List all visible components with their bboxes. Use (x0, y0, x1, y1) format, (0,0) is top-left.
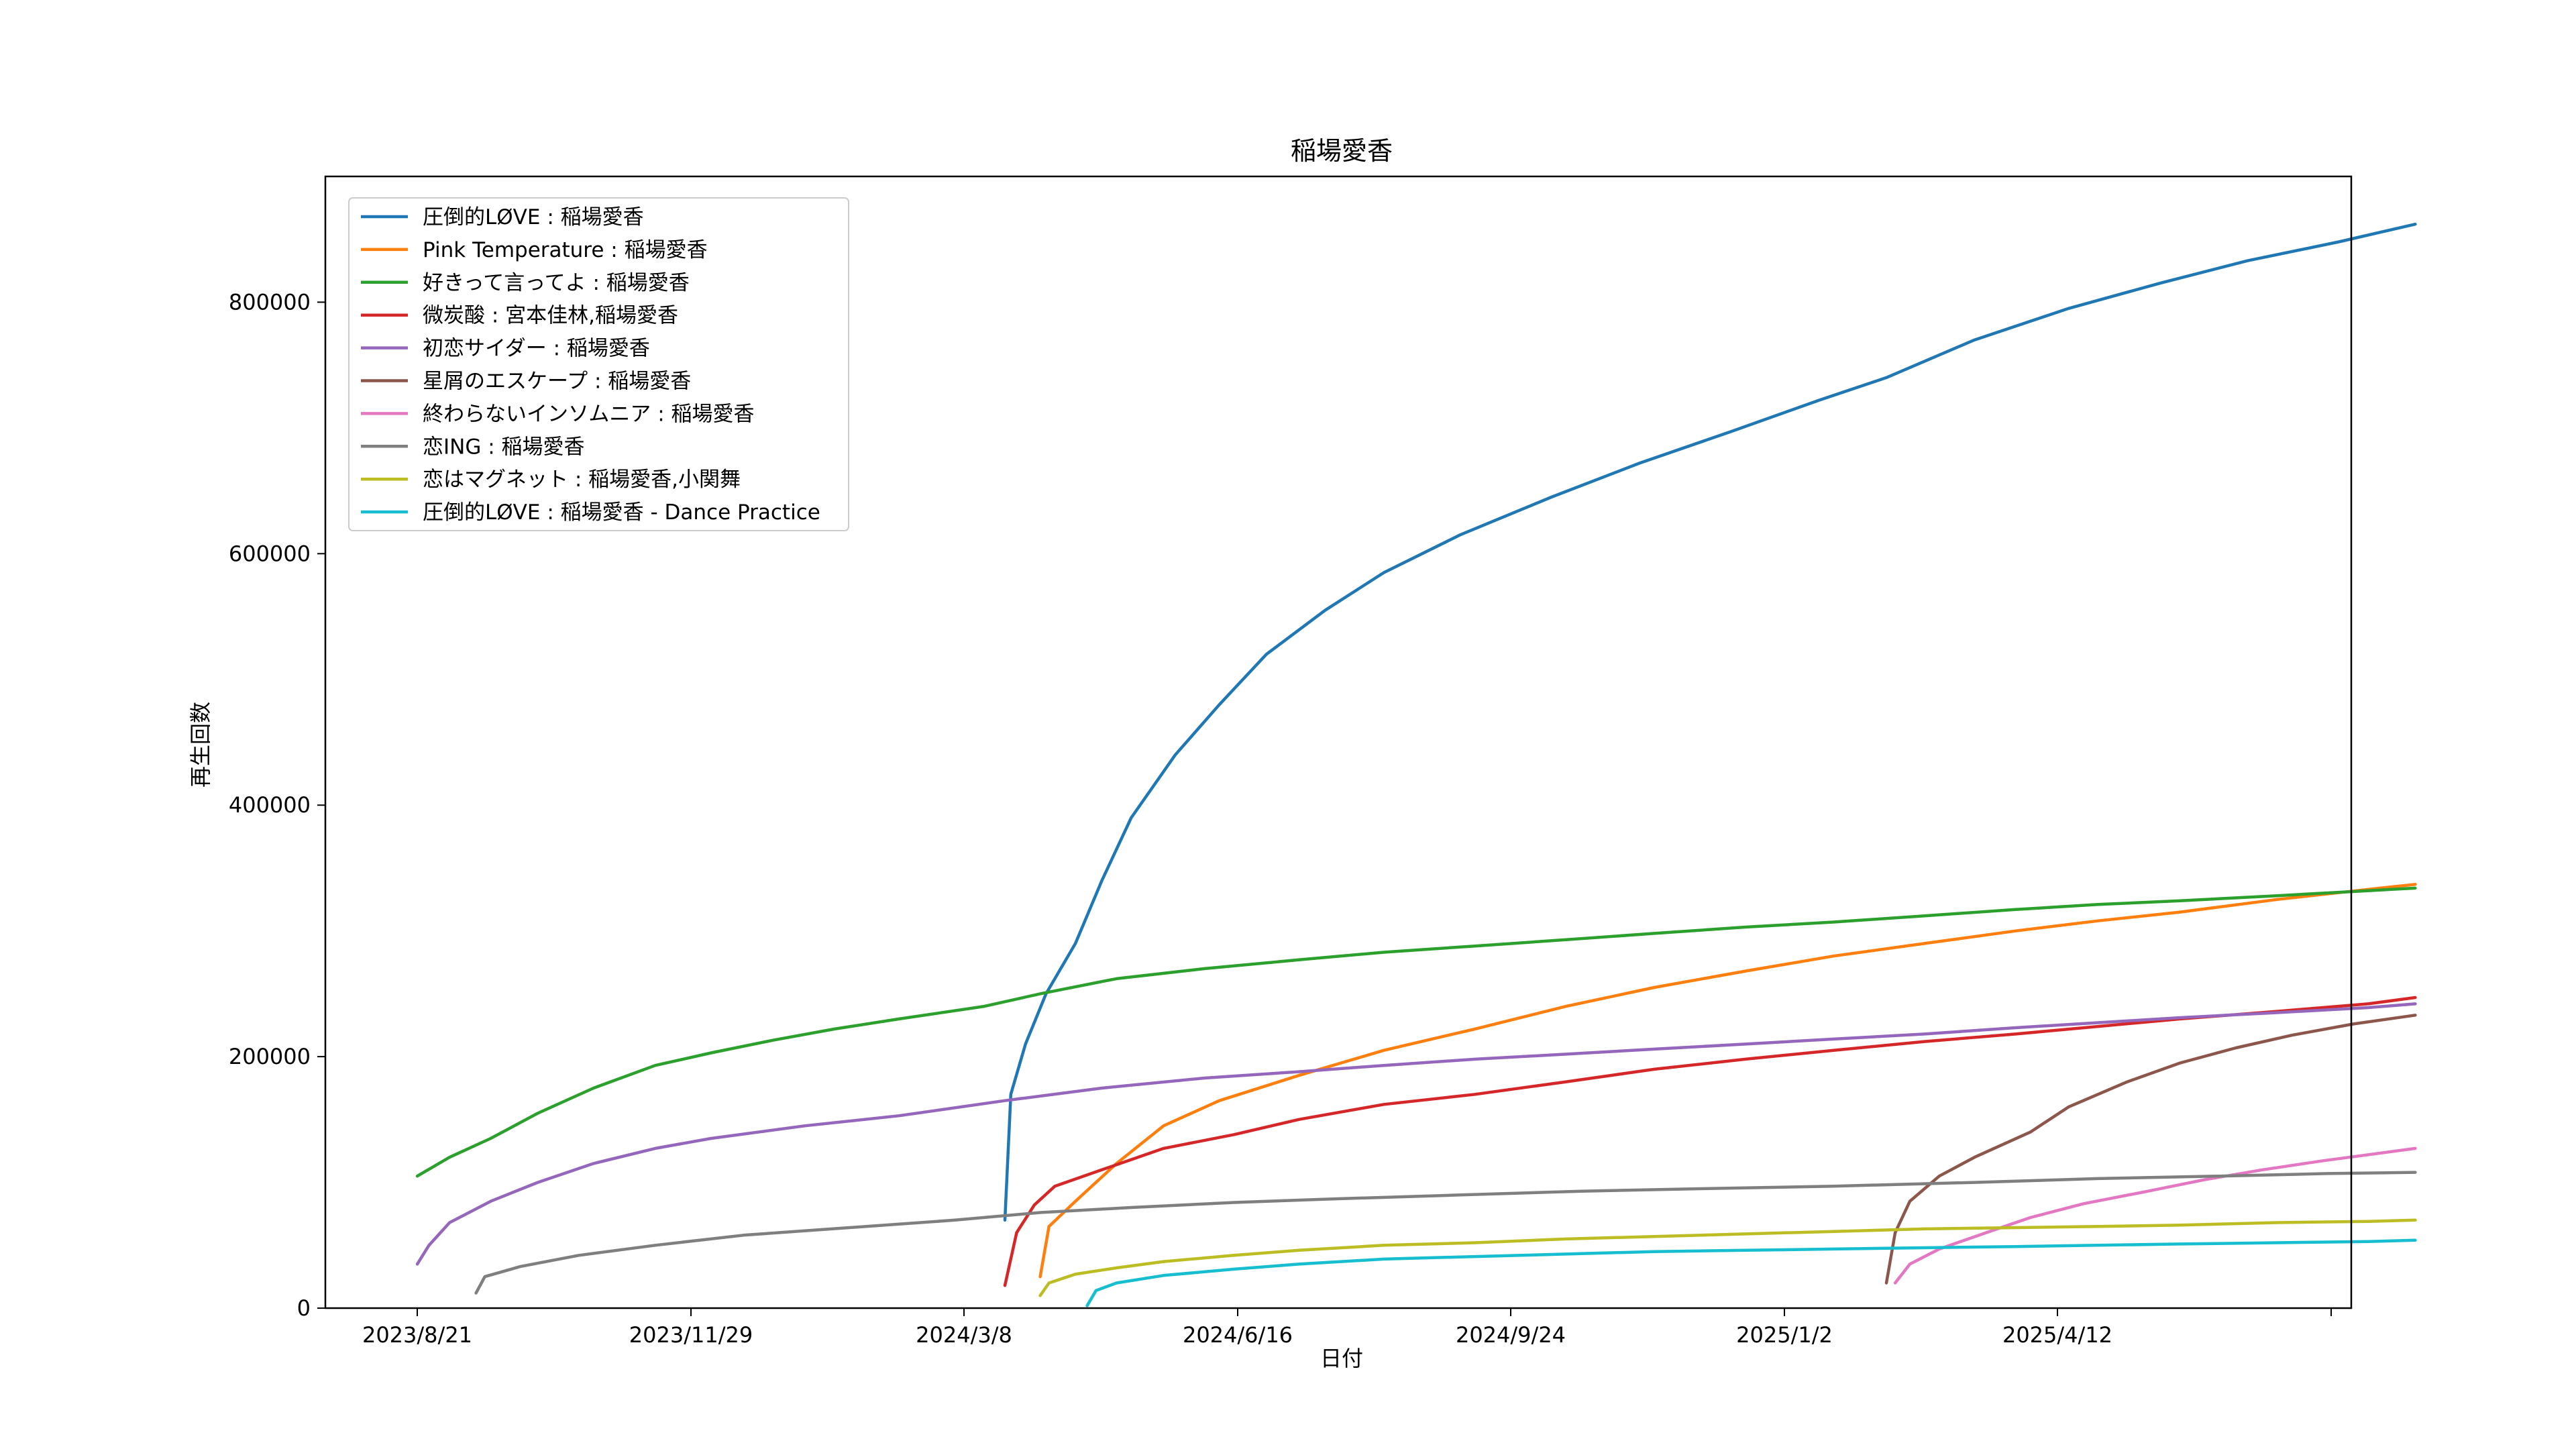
x-tick-label: 2024/9/24 (1456, 1322, 1566, 1348)
plot-frame (324, 175, 2353, 1309)
legend-label: 微炭酸 : 宮本佳林,稲場愛香 (423, 304, 678, 328)
x-tick-label: 2024/6/16 (1183, 1322, 1293, 1348)
x-tick-label: 2023/11/29 (629, 1322, 753, 1348)
y-axis-label: 再生回数 (188, 702, 213, 788)
y-tick-label: 600000 (229, 541, 311, 566)
series-line-7 (1893, 1146, 2417, 1285)
y-tick-label: 0 (297, 1295, 311, 1321)
legend-box (348, 197, 849, 531)
legend-label: 恋はマグネット : 稲場愛香,小関舞 (423, 468, 741, 492)
series-line-6 (1884, 1014, 2417, 1285)
series-line-8 (474, 1171, 2417, 1295)
legend-label: 圧倒的LØVE : 稲場愛香 (423, 205, 644, 229)
chart-title: 稲場愛香 (1291, 136, 1393, 166)
series-line-4 (1003, 996, 2417, 1287)
x-tick-label: 2024/3/8 (916, 1322, 1012, 1348)
x-tick-label: 2025/1/2 (1736, 1322, 1833, 1348)
legend: 圧倒的LØVE : 稲場愛香 Pink Temperature : 稲場愛香好きっ… (348, 197, 849, 531)
series-line-5 (415, 1002, 2417, 1266)
y-tick-label: 200000 (229, 1044, 311, 1069)
y-tick-label: 800000 (229, 289, 311, 315)
series-line-1 (1003, 222, 2417, 1222)
legend-label: Pink Temperature : 稲場愛香 (423, 238, 708, 262)
x-tick-label: 2023/8/21 (362, 1322, 472, 1348)
legend-label: 終わらないインソムニア : 稲場愛香 (423, 402, 755, 426)
x-axis-label: 日付 (1320, 1346, 1363, 1371)
series-line-3 (415, 886, 2417, 1178)
series-line-9 (1038, 1218, 2417, 1297)
x-tick-label: 2025/4/12 (2002, 1322, 2112, 1348)
series-lines (415, 222, 2417, 1307)
legend-label: 好きって言ってよ : 稲場愛香 (423, 271, 690, 295)
legend-label: 星屑のエスケープ : 稲場愛香 (423, 370, 691, 394)
series-line-10 (1085, 1238, 2417, 1307)
y-tick-label: 400000 (229, 792, 311, 818)
legend-label: 初恋サイダー : 稲場愛香 (423, 337, 650, 361)
legend-label: 圧倒的LØVE : 稲場愛香 - Dance Practice (423, 500, 820, 525)
legend-label: 恋ING : 稲場愛香 (423, 435, 585, 459)
axes: 0 200000 400000 600000 800000 2023/8/21 2023/1… (229, 175, 2353, 1348)
series-line-2 (1038, 883, 2417, 1279)
